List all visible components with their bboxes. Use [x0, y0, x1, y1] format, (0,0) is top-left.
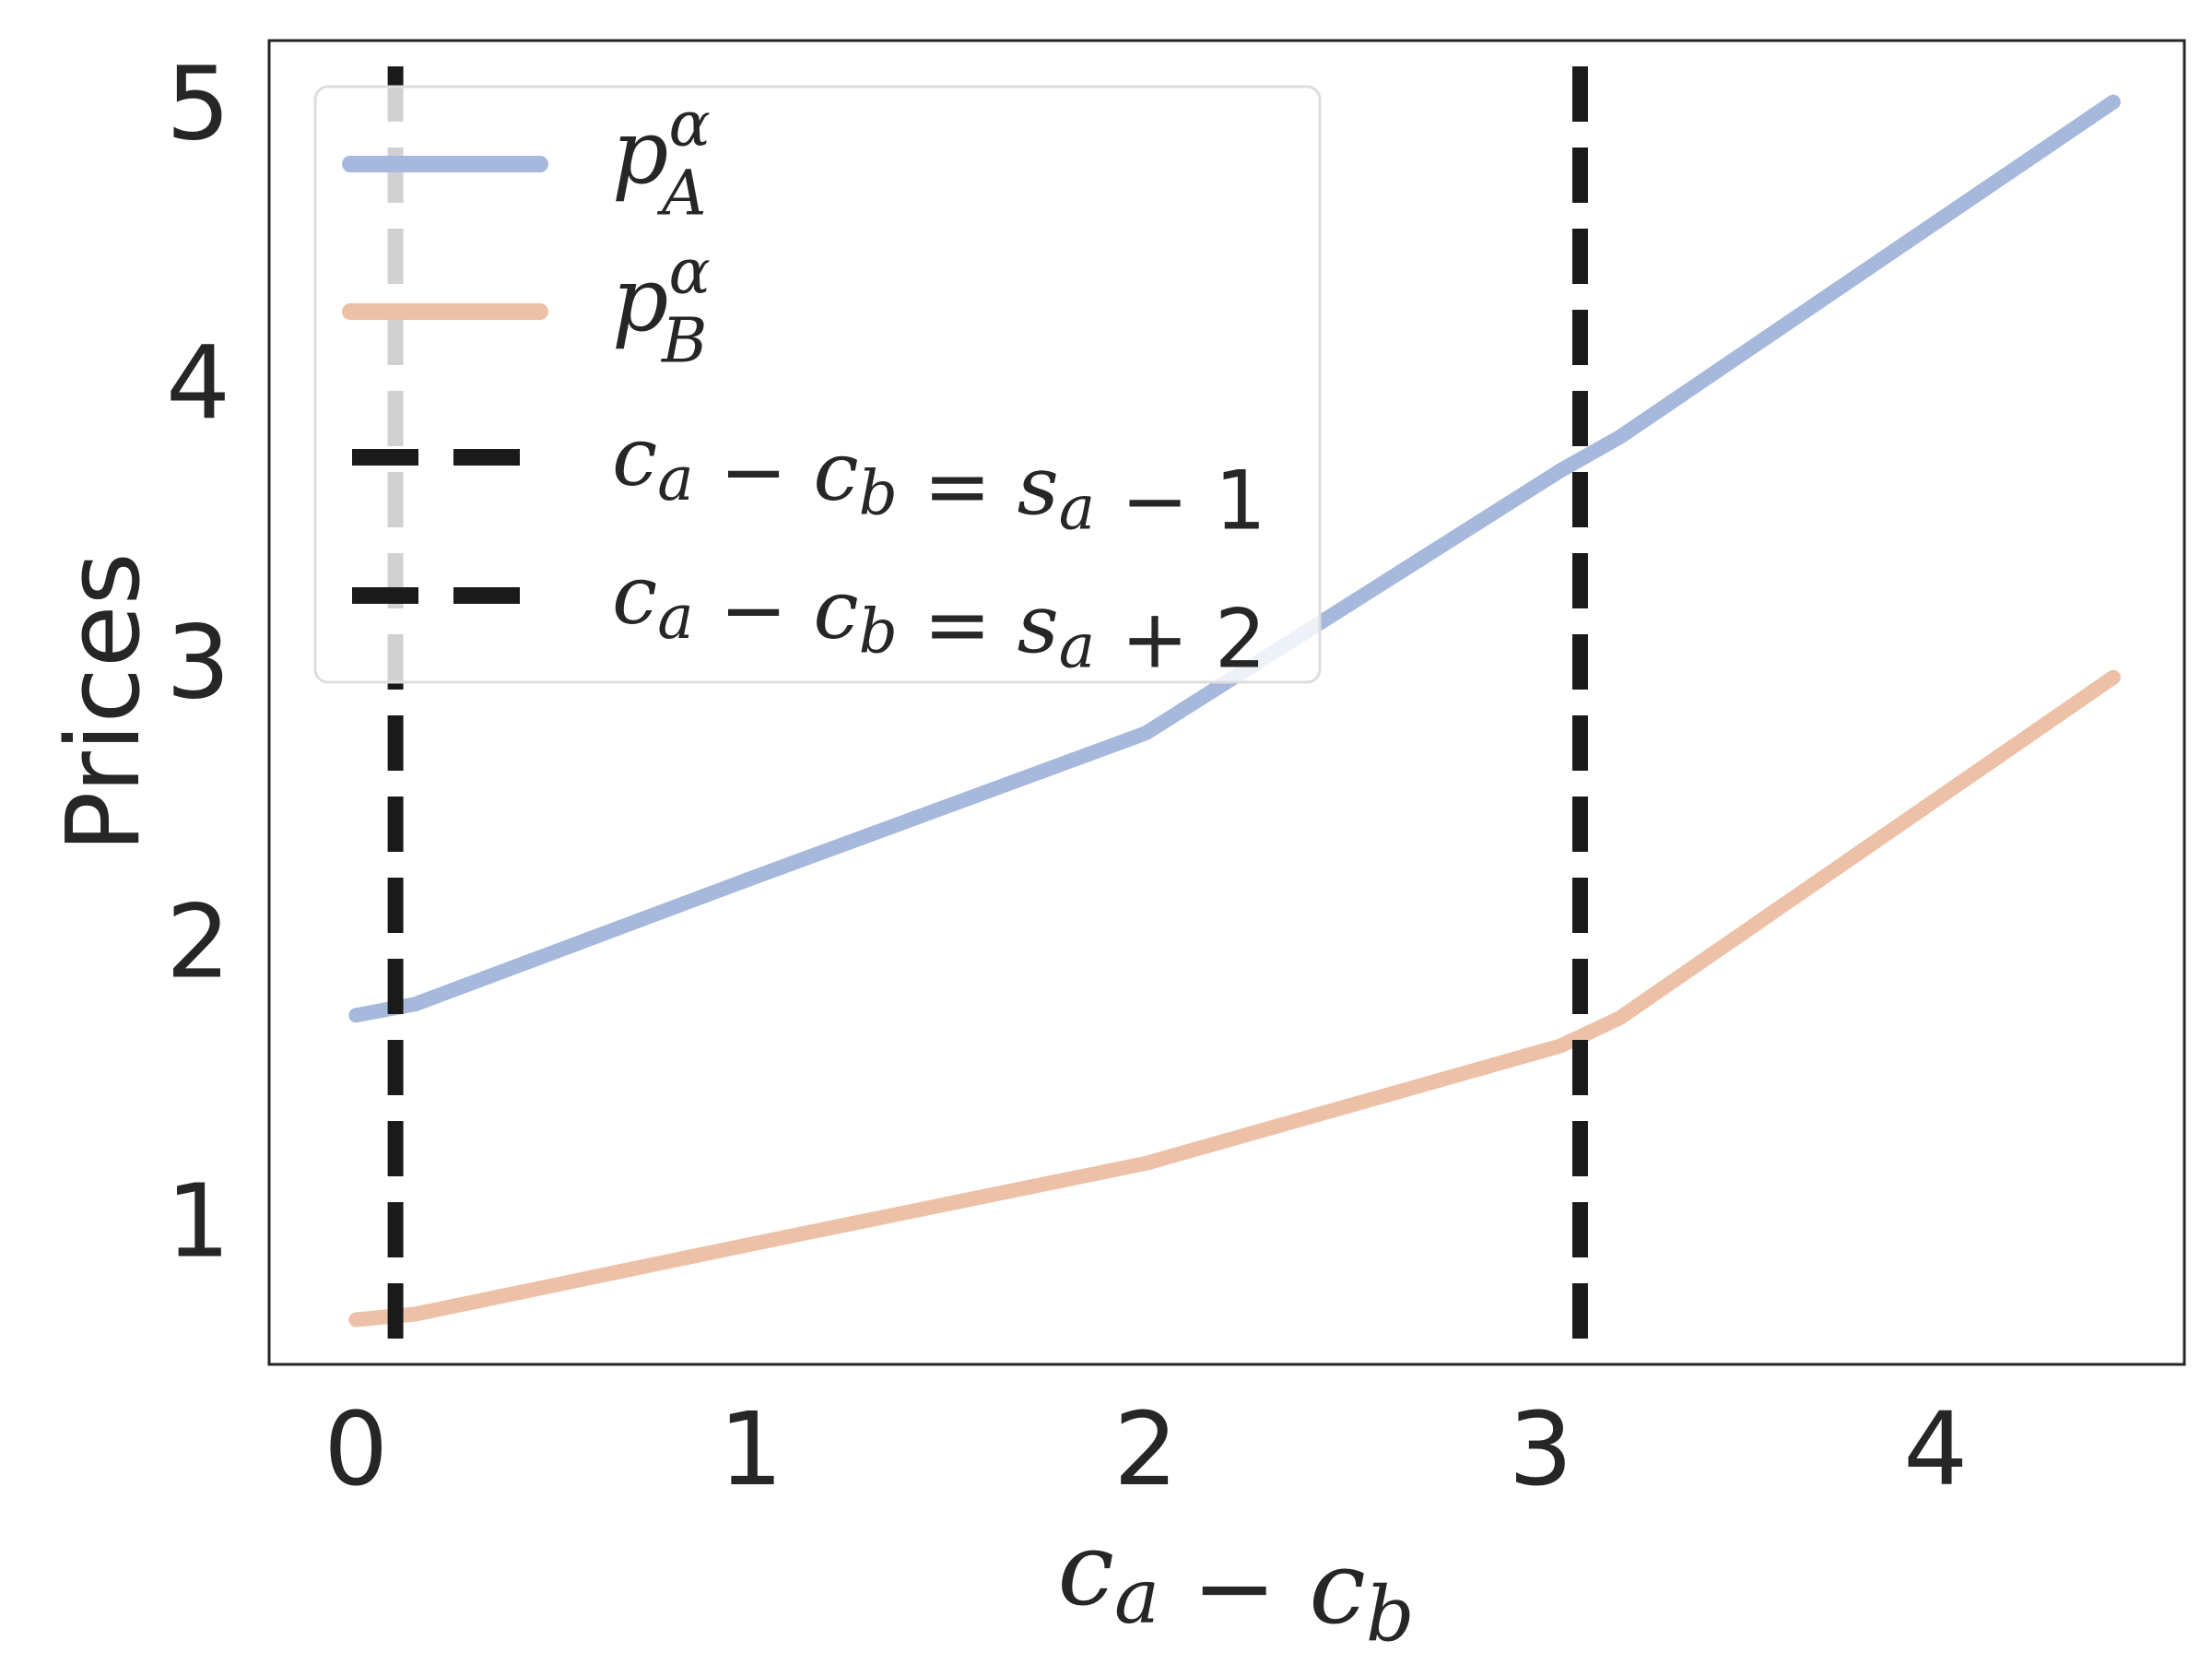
legend-label: ca − cb = sa + 2 [612, 548, 1266, 687]
series-line-pA [348, 94, 2121, 1023]
x-ticks: 0 1 2 3 4 [324, 1390, 1968, 1508]
x-tick-label: 0 [324, 1390, 388, 1508]
series-layer [348, 94, 2121, 1328]
x-tick-label: 2 [1113, 1390, 1178, 1508]
y-axis-title-text: Prices [44, 552, 162, 853]
y-ticks: 1 2 3 4 5 [166, 45, 230, 1280]
legend-label: pα A [612, 89, 711, 230]
x-axis-title: ca − cb [1057, 1510, 1414, 1659]
legend-label: ca − cb = sa − 1 [612, 409, 1266, 549]
x-tick-label: 3 [1509, 1390, 1573, 1508]
y-tick-label: 4 [166, 325, 230, 443]
y-tick-label: 1 [166, 1162, 230, 1280]
x-axis-title-text: ca − cb [1057, 1510, 1414, 1659]
series-line-pB [348, 669, 2121, 1328]
plot-frame [267, 39, 2186, 1366]
y-tick-label: 2 [166, 883, 230, 1001]
y-tick-label: 5 [166, 45, 230, 163]
x-tick-label: 4 [1903, 1390, 1968, 1508]
y-axis-title: Prices [44, 552, 162, 853]
y-tick-label: 3 [166, 604, 230, 722]
legend: pα Apα B ca − cb = sa − 1ca − cb = sa + 2 [313, 85, 1322, 687]
legend-label: pα B [612, 236, 711, 377]
legend-box [313, 85, 1322, 684]
x-tick-label: 1 [719, 1390, 783, 1508]
